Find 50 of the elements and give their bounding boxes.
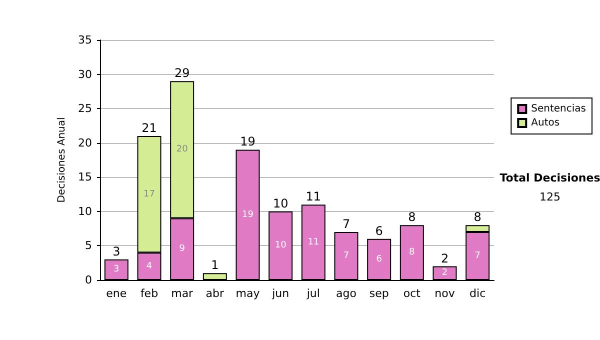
total-label: 21 xyxy=(142,121,157,135)
data-label: 11 xyxy=(308,237,320,248)
data-label: 20 xyxy=(176,144,188,155)
total-label: 8 xyxy=(474,210,482,224)
data-label: 8 xyxy=(409,248,416,258)
total-label: 6 xyxy=(375,224,383,238)
x-tick-label: dic xyxy=(470,287,486,300)
data-label: 9 xyxy=(179,244,186,254)
data-label: 7 xyxy=(474,251,480,261)
total-label: 19 xyxy=(240,134,256,149)
total-label: 3 xyxy=(112,244,120,258)
total-label: 7 xyxy=(342,217,350,231)
y-tick-label: 25 xyxy=(78,102,92,116)
y-tick-label: 0 xyxy=(85,274,92,286)
y-tick-label: 5 xyxy=(85,239,92,252)
legend-label: Autos xyxy=(531,118,560,128)
x-tick-label: jun xyxy=(271,287,290,300)
y-tick-label: 15 xyxy=(78,170,92,184)
y-tick-label: 10 xyxy=(78,204,92,218)
total-label: 1 xyxy=(211,258,219,272)
total-label: 8 xyxy=(408,210,416,224)
y-axis-title: Decisiones Anual xyxy=(56,117,68,203)
data-label: 4 xyxy=(146,261,152,272)
text: Total Decisiones xyxy=(500,172,600,184)
x-tick-label: may xyxy=(236,287,260,300)
y-tick-label: 30 xyxy=(78,68,92,81)
x-tick-label: feb xyxy=(140,287,158,300)
y-tick-label: 20 xyxy=(78,136,92,150)
x-tick-label: sep xyxy=(369,287,389,300)
x-tick-label: oct xyxy=(403,287,422,300)
data-label: 17 xyxy=(144,189,155,200)
data-label: 7 xyxy=(343,251,350,261)
data-label: 3 xyxy=(114,264,120,275)
data-label: 10 xyxy=(274,240,287,251)
total-label: 2 xyxy=(440,251,449,266)
y-tick-label: 35 xyxy=(78,34,92,46)
total-label: 10 xyxy=(272,196,288,210)
data-label: 19 xyxy=(242,210,254,220)
x-tick-label: ene xyxy=(106,287,127,300)
total-label: 11 xyxy=(306,190,322,204)
legend-label: Sentencias xyxy=(531,104,586,114)
total-label: 29 xyxy=(174,66,190,80)
x-tick-label: ago xyxy=(336,287,357,300)
x-tick-label: jul xyxy=(306,287,320,300)
x-tick-label: nov xyxy=(434,287,456,300)
text: 125 xyxy=(540,190,560,204)
data-label: 2 xyxy=(442,268,448,278)
data-label: 6 xyxy=(376,254,382,264)
x-tick-label: mar xyxy=(171,287,194,300)
x-tick-label: abr xyxy=(206,287,225,300)
